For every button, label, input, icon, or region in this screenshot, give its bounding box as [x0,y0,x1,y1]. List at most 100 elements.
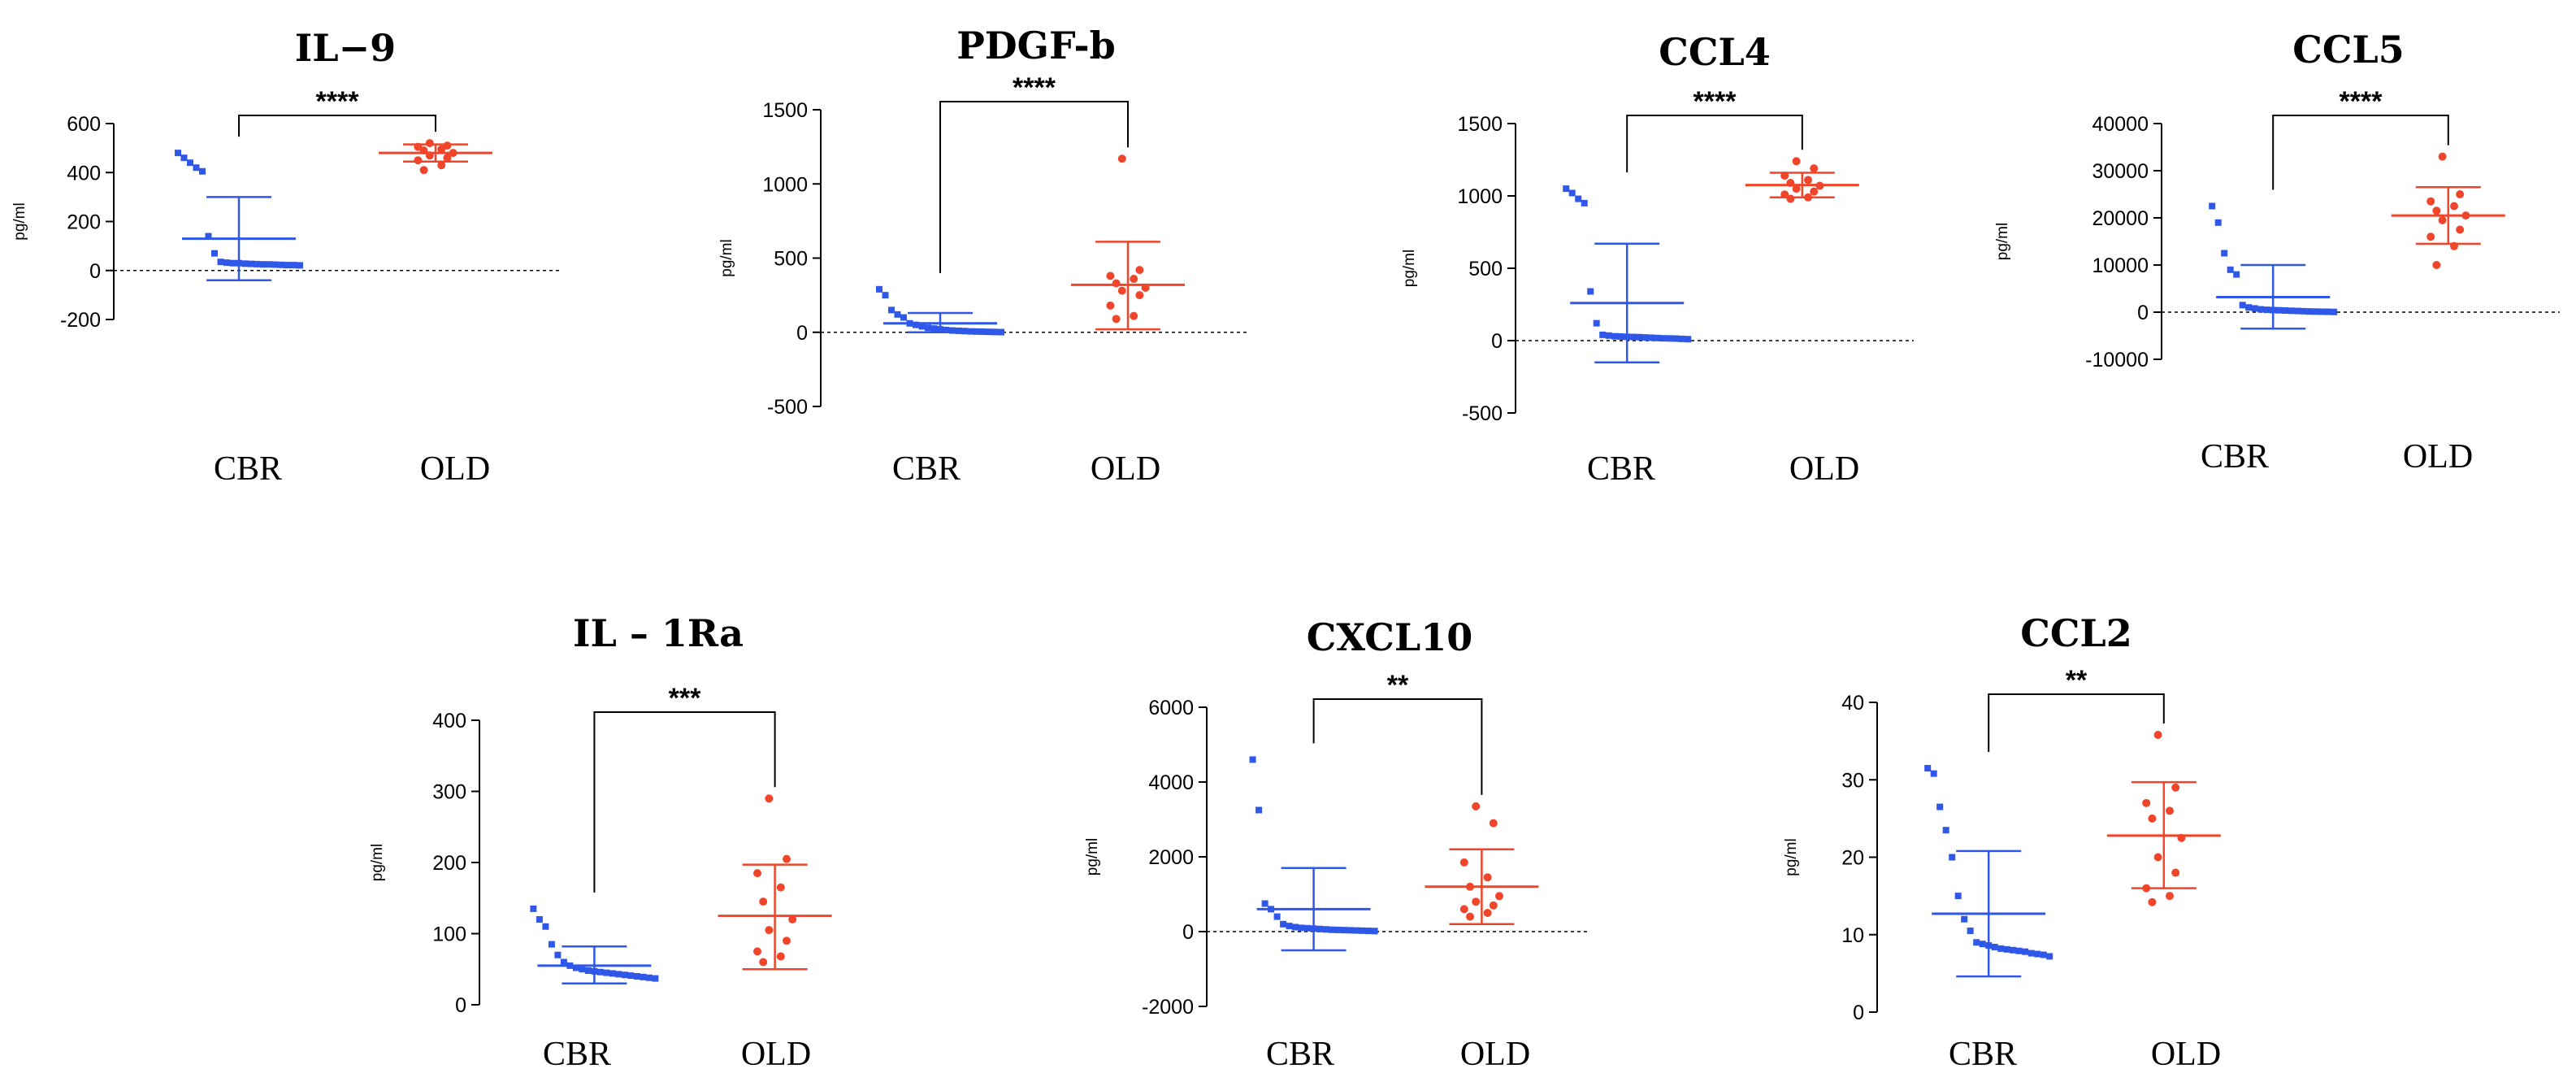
data-point [1997,945,2005,952]
x-category-label: OLD [1460,1036,1530,1073]
data-point [1273,913,1281,920]
data-point [1666,335,1673,342]
series-cbr [1924,764,2053,978]
significance-label: **** [1693,86,1737,117]
significance-label: *** [669,683,701,714]
data-point [2312,308,2319,315]
data-point [1815,181,1824,190]
data-point [918,323,926,330]
data-point [876,285,883,293]
data-point [1991,943,1998,950]
data-point [297,262,303,269]
x-category-label: CBR [1587,450,1655,488]
data-point [1593,319,1600,327]
data-point [2282,306,2289,314]
panel-4: IL – 1Ra 400 300 200 100 0 pg/ml CBR OLD *** [369,611,832,1073]
data-point [1280,920,1287,928]
data-point [2263,306,2270,314]
significance-label: ** [2066,665,2088,696]
data-point [961,328,968,335]
data-point [1141,284,1150,292]
data-point [1961,915,1968,923]
y-tick-label: 0 [1491,330,1503,353]
data-point [652,975,659,982]
data-point [241,260,249,267]
data-point [2015,947,2023,954]
data-point [254,260,261,267]
data-point [967,328,974,335]
y-tick-label: 300 [432,781,466,804]
data-point [621,971,628,979]
data-point [1298,924,1305,932]
data-point [2461,211,2470,220]
data-point [765,926,774,935]
data-point [2432,206,2441,215]
data-point [554,951,562,958]
data-point [900,314,907,321]
data-point [765,794,774,803]
data-point [278,261,285,268]
y-tick-label: 40000 [2092,113,2149,136]
data-point [894,311,901,318]
x-category-label: CBR [2201,438,2269,476]
data-point [290,262,297,269]
data-point [913,321,919,328]
data-point [1466,912,1474,921]
data-point [1786,178,1795,187]
data-point [2142,884,2151,893]
data-point [2294,307,2301,315]
y-tick-label: 0 [1182,921,1194,944]
data-point [949,327,956,334]
significance-bracket [939,101,1129,273]
data-point [2257,306,2265,313]
x-category-label: CBR [1949,1036,2017,1073]
data-point [1483,909,1492,917]
data-point [1255,806,1263,814]
data-point [419,146,428,155]
data-point [1780,190,1789,199]
data-point [2166,806,2174,815]
data-point [1341,927,1348,934]
data-point [1792,157,1801,166]
data-point [1979,941,1986,948]
series-old [2391,152,2505,269]
data-point [2251,305,2258,312]
data-point [974,328,980,335]
data-point [1292,923,1299,931]
significance-label: **** [2340,86,2383,117]
data-point [2010,946,2017,954]
y-tick-label: 500 [774,248,808,271]
y-tick-label: 200 [432,852,466,875]
series-old [2106,731,2221,906]
data-point [1654,334,1661,341]
y-tick-label: 20 [1841,847,1864,870]
y-tick-label: 0 [796,322,808,345]
data-point [2046,953,2053,960]
x-category-label: OLD [2403,438,2473,476]
data-point [1359,927,1366,934]
x-category-label: OLD [1789,450,1859,488]
data-point [1483,873,1492,882]
data-point [2450,202,2458,211]
data-point [998,328,1004,336]
data-point [1261,900,1268,907]
data-point [260,261,267,268]
data-point [2166,892,2174,901]
data-point [1930,770,1937,777]
series-old [1071,154,1185,331]
data-point [1130,311,1138,320]
y-tick-label: 20000 [2092,207,2149,230]
data-point [2153,853,2162,862]
data-point [1459,905,1468,914]
x-category-label: CBR [892,450,961,488]
y-tick-label: 30000 [2092,160,2149,183]
series-old [718,794,832,971]
data-point [1617,333,1624,341]
significance-bracket [1626,115,1803,173]
x-category-label: CBR [543,1036,611,1073]
x-category-label: CBR [1266,1036,1334,1073]
significance-bracket [593,711,776,893]
y-tick-label: 0 [455,994,466,1017]
data-point [1568,189,1576,197]
data-point [1786,194,1795,203]
